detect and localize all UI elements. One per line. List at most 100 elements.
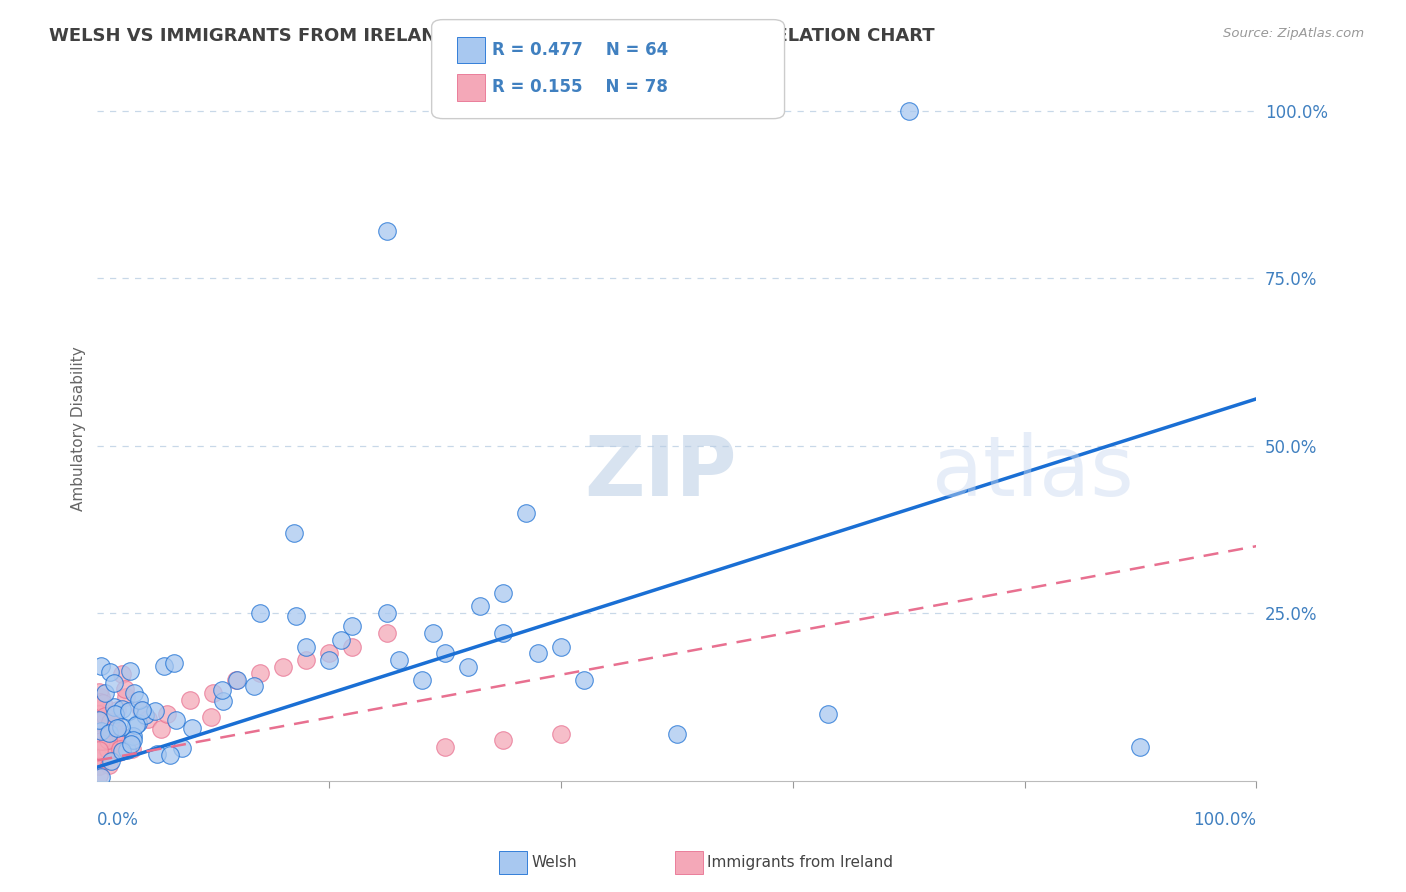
Point [115,690,138,704]
Point [105,720,128,734]
Point [104,707,127,722]
Point [89,751,111,765]
Point [550,640,572,654]
Point [100,727,122,741]
Text: atlas: atlas [932,432,1133,513]
Point [375,224,398,238]
Point [105,721,128,735]
Point [103,676,125,690]
Point [120,664,142,678]
Point [120,735,142,749]
Point [97,725,120,739]
Point [122,686,145,700]
Point [468,599,491,614]
Point [181,722,204,736]
Point [295,653,318,667]
Point [211,682,233,697]
Point [375,626,398,640]
Point [665,726,688,740]
Point [91,714,114,728]
Text: R = 0.155    N = 78: R = 0.155 N = 78 [492,78,668,96]
Point [100,707,122,722]
Point [91,697,114,711]
Point [295,640,318,654]
Point [87,722,110,736]
Point [318,653,340,667]
Point [89,712,111,726]
Point [127,715,149,730]
Point [114,682,136,697]
Point [87,713,110,727]
Point [94,685,117,699]
Point [93,731,115,746]
Point [225,673,247,687]
Text: Immigrants from Ireland: Immigrants from Ireland [707,855,893,870]
Point [98,665,121,679]
Point [103,699,125,714]
Point [91,723,114,738]
Point [87,751,110,765]
Text: ZIP: ZIP [583,432,737,513]
Point [550,726,572,740]
Text: Welsh: Welsh [531,855,576,870]
Point [97,742,120,756]
Point [134,708,156,723]
Point [179,693,201,707]
Point [94,714,117,729]
Point [150,722,173,736]
Point [117,742,139,756]
Point [118,704,141,718]
Point [163,656,186,670]
Point [318,646,340,660]
Point [375,606,398,620]
Point [100,718,122,732]
Point [434,646,457,660]
Point [131,703,153,717]
Point [817,706,839,721]
Point [98,758,121,772]
Point [143,704,166,718]
Point [87,743,110,757]
Point [211,694,233,708]
Point [111,702,134,716]
Point [93,730,115,744]
Point [87,731,110,746]
Y-axis label: Ambulatory Disability: Ambulatory Disability [72,347,86,511]
Point [492,733,515,747]
Point [388,653,411,667]
Point [105,703,128,717]
Point [285,609,308,624]
Point [165,713,187,727]
Point [457,659,479,673]
Point [90,706,112,720]
Point [93,723,115,738]
Point [122,729,145,743]
Point [94,739,117,754]
Point [120,737,142,751]
Point [121,732,143,747]
Point [89,768,111,782]
Point [89,722,111,736]
Point [90,725,112,739]
Point [96,730,118,744]
Point [897,103,920,118]
Point [87,759,110,773]
Point [98,729,121,743]
Point [90,658,112,673]
Point [94,709,117,723]
Point [271,659,294,673]
Point [89,695,111,709]
Point [283,525,305,540]
Point [153,659,176,673]
Point [200,709,222,723]
Point [94,712,117,726]
Point [94,733,117,747]
Point [145,747,167,761]
Point [202,686,225,700]
Point [87,710,110,724]
Point [97,721,120,735]
Point [1129,739,1152,754]
Point [156,706,179,721]
Point [111,744,134,758]
Point [104,726,127,740]
